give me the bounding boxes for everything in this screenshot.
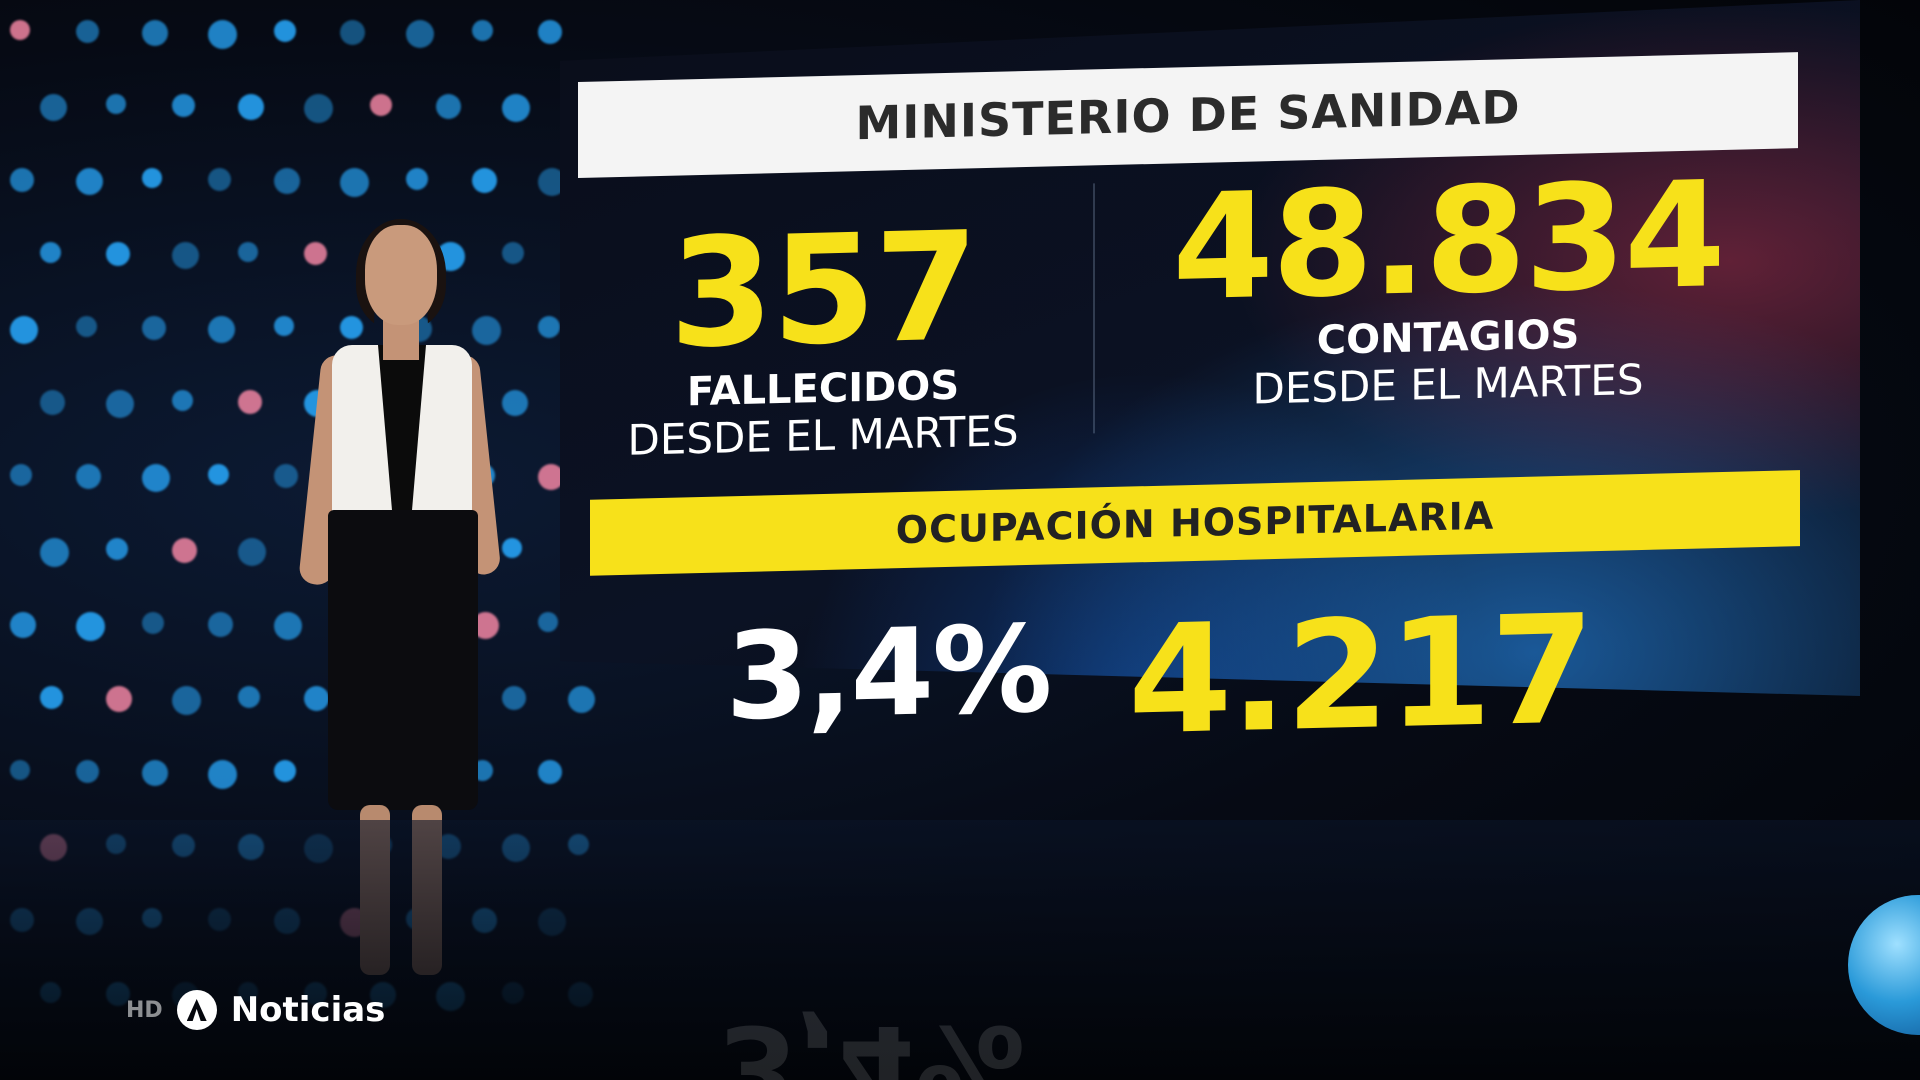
cases-value: 48.834 [1172, 149, 1724, 334]
bokeh-dot [106, 242, 130, 266]
bokeh-dot [142, 464, 170, 492]
bokeh-dot [40, 390, 65, 415]
bokeh-dot [370, 94, 392, 116]
bokeh-dot [538, 612, 558, 632]
presenter-head [365, 225, 437, 325]
bokeh-dot [238, 94, 264, 120]
channel-name: Noticias [230, 990, 386, 1030]
cases-stat: 48.834 CONTAGIOS DESDE EL MARTES [1138, 149, 1758, 416]
panel-header-title: MINISTERIO DE SANIDAD [855, 79, 1521, 151]
bokeh-dot [304, 94, 333, 123]
floor-reflection-text: 3,4% [720, 1001, 1026, 1080]
bokeh-dot [40, 686, 63, 709]
bokeh-dot [406, 20, 434, 48]
occupancy-header: OCUPACIÓN HOSPITALARIA [590, 470, 1800, 576]
bokeh-dot [538, 760, 562, 784]
bokeh-dot [172, 538, 197, 563]
hd-badge: HD [126, 997, 163, 1023]
occupancy-count-value: 4.217 [1128, 583, 1593, 769]
bokeh-dot [472, 316, 501, 345]
bokeh-dot [106, 94, 126, 114]
presenter-skirt [328, 510, 478, 810]
bokeh-dot [172, 390, 193, 411]
bokeh-dot [208, 20, 237, 49]
bokeh-dot [472, 168, 497, 193]
bokeh-dot [76, 464, 101, 489]
bokeh-dot [502, 390, 528, 416]
occupancy-percent-value: 3,4% [725, 600, 1051, 748]
panel-divider [1093, 183, 1095, 434]
bokeh-dot [274, 20, 296, 42]
bokeh-dot [340, 20, 365, 45]
occupancy-count-stat: 4.217 [1128, 583, 1593, 769]
antena3-logo-icon [176, 990, 217, 1030]
bokeh-dot [472, 20, 493, 41]
bokeh-dot [76, 20, 99, 43]
bokeh-dot [10, 20, 30, 40]
bokeh-dot [238, 390, 262, 414]
bokeh-dot [436, 94, 461, 119]
bokeh-dot [142, 168, 162, 188]
bokeh-dot [538, 20, 562, 44]
bokeh-dot [502, 686, 526, 710]
bokeh-dot [106, 390, 134, 418]
bokeh-dot [568, 686, 595, 713]
bokeh-dot [106, 686, 132, 712]
bokeh-dot [76, 168, 103, 195]
bokeh-dot [76, 760, 99, 783]
presenter-neck [383, 320, 419, 360]
bokeh-dot [10, 760, 30, 780]
bokeh-dot [208, 464, 229, 485]
bokeh-dot [538, 316, 560, 338]
bokeh-dot [274, 168, 300, 194]
occupancy-percent-stat: 3,4% [718, 600, 1058, 748]
bokeh-dot [142, 20, 168, 46]
bokeh-dot [502, 538, 522, 558]
bokeh-dot [142, 760, 168, 786]
bokeh-dot [538, 464, 564, 490]
bokeh-dot [142, 316, 166, 340]
bokeh-dot [172, 242, 199, 269]
bokeh-dot [40, 94, 67, 121]
bokeh-dot [10, 168, 34, 192]
bokeh-dot [142, 612, 164, 634]
bokeh-dot [340, 316, 363, 339]
bokeh-dot [172, 94, 195, 117]
bokeh-dot [106, 538, 128, 560]
bokeh-dot [172, 686, 201, 715]
bokeh-dot [208, 760, 237, 789]
bokeh-dot [10, 316, 38, 344]
bokeh-dot [406, 168, 428, 190]
bokeh-dot [502, 94, 530, 122]
deaths-sublabel: DESDE EL MARTES [627, 406, 1019, 465]
bokeh-dot [304, 686, 329, 711]
deaths-stat: 357 FALLECIDOS DESDE EL MARTES [618, 200, 1028, 465]
bokeh-dot [10, 464, 32, 486]
bokeh-dot [238, 686, 260, 708]
bokeh-dot [274, 316, 294, 336]
bokeh-dot [208, 612, 233, 637]
stats-panel: MINISTERIO DE SANIDAD 357 FALLECIDOS DES… [578, 0, 1800, 860]
bokeh-dot [274, 612, 302, 640]
bokeh-dot [238, 242, 258, 262]
bokeh-dot [502, 242, 524, 264]
bokeh-dot [304, 242, 327, 265]
bokeh-dot [40, 538, 69, 567]
studio-floor [0, 820, 1920, 1080]
bokeh-dot [10, 612, 36, 638]
bokeh-dot [340, 168, 369, 197]
bokeh-dot [274, 464, 298, 488]
bokeh-dot [76, 612, 105, 641]
bokeh-dot [208, 316, 235, 343]
bokeh-dot [208, 168, 231, 191]
bokeh-dot [238, 538, 266, 566]
deaths-value: 357 [669, 200, 977, 382]
occupancy-header-title: OCUPACIÓN HOSPITALARIA [895, 493, 1495, 553]
bokeh-dot [40, 242, 61, 263]
bokeh-dot [274, 760, 296, 782]
bokeh-dot [76, 316, 97, 337]
channel-bug: HD Noticias [126, 990, 385, 1030]
